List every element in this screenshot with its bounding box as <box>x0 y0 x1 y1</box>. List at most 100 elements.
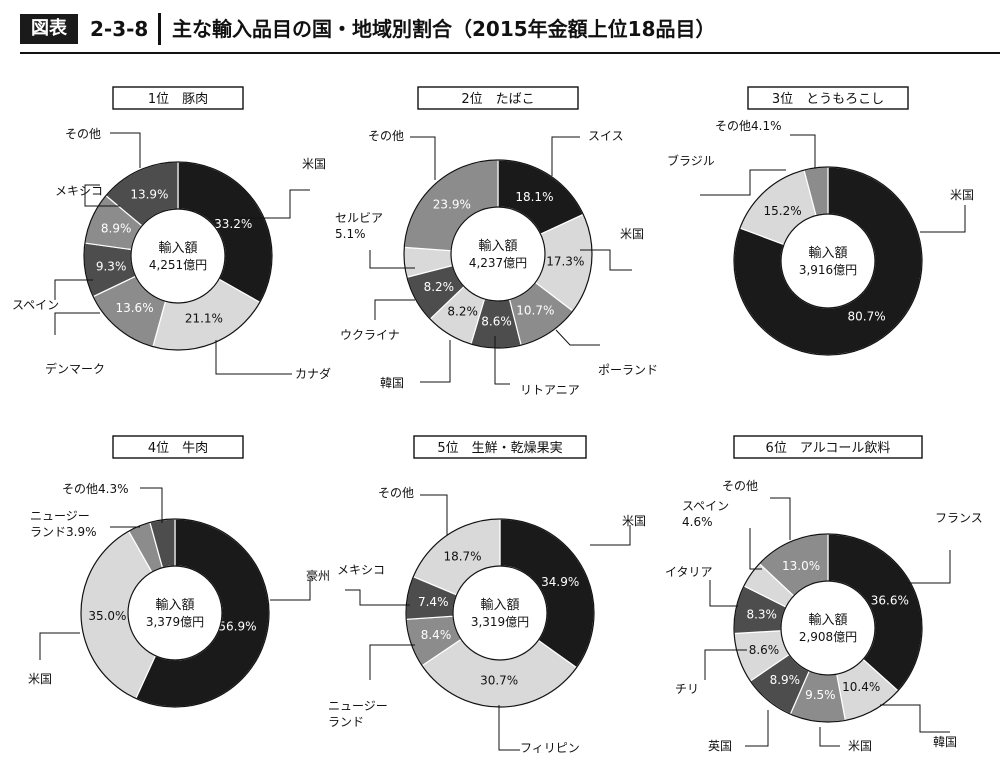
callout-line <box>369 644 415 680</box>
callout-line <box>700 169 786 196</box>
donut-outline <box>733 533 923 723</box>
figure-title: 主な輸入品目の国・地域別割合（2015年金額上位18品目） <box>172 17 716 41</box>
callout-label: デンマーク <box>45 361 105 376</box>
callout-label: その他 <box>378 486 414 500</box>
callout-label: セルビア <box>335 211 383 225</box>
chart-title-box <box>733 435 923 459</box>
slice-value-label: 30.7% <box>480 674 518 688</box>
slice-value-label: 56.9% <box>218 620 256 634</box>
callout-label: その他 <box>722 479 758 493</box>
callout-label: その他 <box>368 129 404 143</box>
slice-value-label: 17.3% <box>546 254 584 268</box>
callout-label: カナダ <box>295 366 331 381</box>
callout-line <box>420 494 448 535</box>
center-total: 2,908億円 <box>799 630 857 644</box>
callout-line <box>704 649 747 680</box>
callout-label: 英国 <box>708 739 732 753</box>
slice-value-label: 8.9% <box>770 673 801 687</box>
center-total: 3,379億円 <box>146 615 204 629</box>
donut-hole <box>130 208 226 304</box>
donut-hole <box>780 580 876 676</box>
donut-hole <box>452 565 548 661</box>
callout-label: その他4.3% <box>62 482 129 496</box>
slice-value-label: 34.9% <box>541 575 579 589</box>
callout-label: スペイン <box>12 298 59 312</box>
callout-label: ニュージー <box>30 509 90 523</box>
chart-title-box <box>747 86 909 110</box>
center-total: 3,916億円 <box>799 263 857 277</box>
callout-label: その他 <box>65 127 101 141</box>
callout-label: 米国 <box>950 188 974 202</box>
callout-label: ポーランド <box>598 363 658 377</box>
chart-title: 4位 牛肉 <box>148 441 208 456</box>
callout-label: 豪州 <box>306 568 330 583</box>
callout-line <box>215 340 292 375</box>
callout-line <box>54 312 100 335</box>
callout-line <box>410 136 436 180</box>
callout-label: チリ <box>675 682 699 696</box>
figure-header: 図表 2-3-8 主な輸入品目の国・地域別割合（2015年金額上位18品目） <box>0 0 1000 56</box>
slice-value-label: 35.0% <box>88 609 126 623</box>
donut-chart-2: 2位 たばこ18.1%17.3%10.7%8.6%8.2%8.2%23.9%輸入… <box>335 86 658 397</box>
donut-hole <box>127 565 223 661</box>
donut-hole <box>450 206 546 302</box>
center-label: 輸入額 <box>480 598 519 613</box>
callout-label: 米国 <box>620 227 644 241</box>
callout-label: 韓国 <box>933 735 957 749</box>
slice-value-label: 9.5% <box>805 688 836 702</box>
callout-label: メキシコ <box>337 563 385 577</box>
callout-line <box>374 299 415 320</box>
callout-line <box>270 580 311 601</box>
callout-line <box>920 205 966 233</box>
callout-label: 韓国 <box>380 376 404 390</box>
callout-label: 米国 <box>28 672 52 686</box>
donut-outline <box>403 159 593 349</box>
callout-label: ランド3.9% <box>30 525 97 539</box>
callout-line <box>819 727 840 747</box>
slice-value-label: 80.7% <box>848 310 886 324</box>
chart-title: 1位 豚肉 <box>148 92 208 107</box>
slice-value-label: 13.6% <box>115 301 153 315</box>
callout-line <box>590 525 631 546</box>
slice-value-label: 13.9% <box>130 188 168 202</box>
slice-value-label: 8.9% <box>101 222 132 236</box>
callout-label: ランド <box>328 715 364 729</box>
donut-outline <box>733 166 923 356</box>
callout-line <box>709 580 738 607</box>
center-total: 4,237億円 <box>469 256 527 270</box>
callout-label: 米国 <box>848 739 872 753</box>
donut-hole <box>780 213 876 309</box>
callout-label: 米国 <box>302 157 326 171</box>
donut-chart-3: 3位 とうもろこし 80.7% 15.2% 輸入額 3,916億円 米国 ブラジル その他4.… <box>667 86 974 356</box>
center-label: 輸入額 <box>808 613 847 628</box>
chart-title: 5位 生鮮・乾燥果実 <box>437 440 562 456</box>
callout-label: ブラジル <box>667 153 715 168</box>
callout-line <box>790 134 816 168</box>
callout-line <box>880 704 950 733</box>
callout-label: ウクライナ <box>340 328 400 342</box>
callout-line <box>745 710 769 747</box>
slice-value-label: 10.4% <box>842 680 880 694</box>
callout-line <box>39 632 80 660</box>
callout-line <box>369 250 415 269</box>
center-total: 4,251億円 <box>149 258 207 272</box>
callout-line <box>140 487 163 523</box>
callout-line <box>494 336 510 385</box>
callout-line <box>420 340 451 383</box>
slice-value-label: 36.6% <box>871 593 909 607</box>
slice-value-label: 8.3% <box>746 607 777 621</box>
callout-line <box>551 136 580 176</box>
callout-line <box>749 528 762 570</box>
callout-line <box>84 184 120 207</box>
chart-title: 2位 たばこ <box>461 92 534 107</box>
callout-label: フィリピン <box>520 741 580 755</box>
center-label: 輸入額 <box>158 241 197 256</box>
callout-label: フランス <box>935 511 983 525</box>
figure-badge: 図表 <box>20 14 78 44</box>
slice-value-label: 33.2% <box>214 217 252 231</box>
center-label: 輸入額 <box>155 598 194 613</box>
slice-value-label: 13.0% <box>782 559 820 573</box>
callout-label: イタリア <box>665 565 713 579</box>
callout-label: 4.6% <box>682 515 713 529</box>
